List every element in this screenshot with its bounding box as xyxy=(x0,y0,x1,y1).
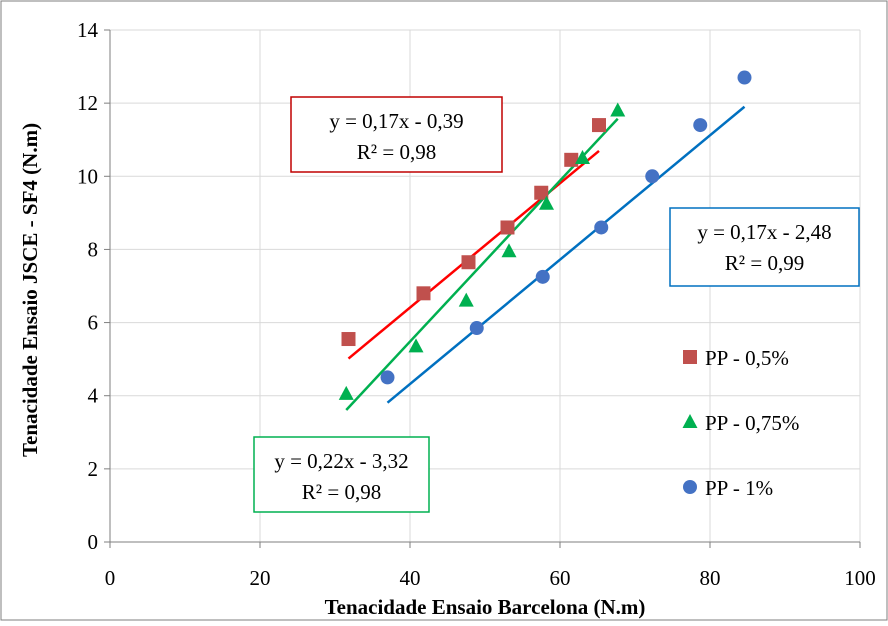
data-point-series-0 xyxy=(592,118,606,133)
equation-box-series-2 xyxy=(669,207,860,287)
data-point-series-2 xyxy=(737,70,752,85)
trendline-series-0 xyxy=(347,149,600,360)
trendlines xyxy=(345,105,746,411)
legend-label-series-0: PP - 0,5% xyxy=(705,346,789,370)
data-point-series-0 xyxy=(564,152,579,167)
data-point-series-2 xyxy=(380,370,395,385)
legend-label-series-1: PP - 0,75% xyxy=(705,411,799,435)
data-point-series-1 xyxy=(408,338,424,353)
y-tick-label: 10 xyxy=(77,164,98,188)
data-point-series-2 xyxy=(594,220,609,235)
data-point-series-1 xyxy=(338,385,354,400)
legend-marker-series-0 xyxy=(683,350,697,364)
x-tick-label: 40 xyxy=(400,566,421,590)
data-point-series-2 xyxy=(535,269,550,284)
legend-marker-series-1 xyxy=(682,414,698,428)
legend: PP - 0,5% PP - 0,75% PP - 1% xyxy=(682,346,799,500)
equation-label-series-1: y = 0,22x - 3,32 xyxy=(274,449,408,473)
data-point-series-1 xyxy=(539,195,554,210)
y-tick-label: 8 xyxy=(88,237,99,261)
data-point-series-0 xyxy=(416,286,431,301)
x-tick-label: 20 xyxy=(250,566,271,590)
legend-label-series-2: PP - 1% xyxy=(705,476,773,500)
y-tick-label: 12 xyxy=(77,91,98,115)
equation-box-series-1 xyxy=(253,436,430,513)
data-point-series-1 xyxy=(610,102,626,117)
data-points xyxy=(338,70,752,400)
data-point-series-0 xyxy=(341,332,356,347)
y-tick-label: 6 xyxy=(88,311,99,335)
data-point-series-2 xyxy=(645,169,660,184)
data-point-series-0 xyxy=(461,255,476,270)
x-tick-label: 60 xyxy=(550,566,571,590)
r2-label-series-2: R² = 0,99 xyxy=(725,251,804,275)
data-point-series-2 xyxy=(469,321,484,336)
equation-label-series-0: y = 0,17x - 0,39 xyxy=(329,109,463,133)
trendline-series-1 xyxy=(345,117,619,411)
r2-label-series-1: R² = 0,98 xyxy=(302,480,381,504)
y-tick-label: 4 xyxy=(88,384,99,408)
data-point-series-0 xyxy=(500,220,515,235)
data-point-series-0 xyxy=(534,185,549,200)
data-point-series-1 xyxy=(458,292,474,307)
equation-box-series-0 xyxy=(290,96,503,173)
legend-marker-series-2 xyxy=(683,480,697,494)
y-tick-label: 0 xyxy=(88,530,99,554)
data-point-series-1 xyxy=(501,243,517,258)
data-point-series-1 xyxy=(575,150,590,164)
axes: 0 20 40 60 80 100 0 2 4 6 8 10 12 14 xyxy=(77,18,876,590)
y-tick-label: 2 xyxy=(88,457,99,481)
equation-labels: y = 0,17x - 0,39 R² = 0,98 y = 0,22x - 3,3… xyxy=(253,96,860,513)
gridlines xyxy=(110,29,861,542)
y-axis-title: Tenacidade Ensaio JSCE - SF4 (N.m) xyxy=(18,123,42,457)
x-tick-label: 80 xyxy=(700,566,721,590)
x-tick-label: 0 xyxy=(105,566,116,590)
equation-label-series-2: y = 0,17x - 2,48 xyxy=(697,220,831,244)
trendline-series-2 xyxy=(386,105,746,404)
x-axis-title: Tenacidade Ensaio Barcelona (N.m) xyxy=(325,595,646,619)
data-point-series-2 xyxy=(693,118,708,133)
x-tick-label: 100 xyxy=(844,566,876,590)
y-tick-label: 14 xyxy=(77,18,99,42)
r2-label-series-0: R² = 0,98 xyxy=(357,140,436,164)
